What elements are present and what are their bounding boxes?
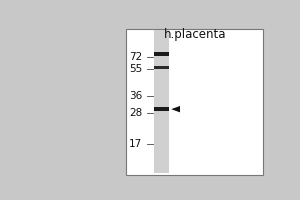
Text: h.placenta: h.placenta: [164, 28, 227, 41]
Polygon shape: [171, 106, 180, 112]
Bar: [154, 30, 169, 173]
Bar: [154, 66, 169, 69]
Text: 72: 72: [129, 52, 142, 62]
Text: 28: 28: [129, 108, 142, 118]
Bar: [154, 52, 169, 56]
Text: 55: 55: [129, 64, 142, 74]
Bar: [126, 29, 263, 175]
Bar: [154, 107, 169, 111]
Text: 36: 36: [129, 91, 142, 101]
Text: 17: 17: [129, 139, 142, 149]
